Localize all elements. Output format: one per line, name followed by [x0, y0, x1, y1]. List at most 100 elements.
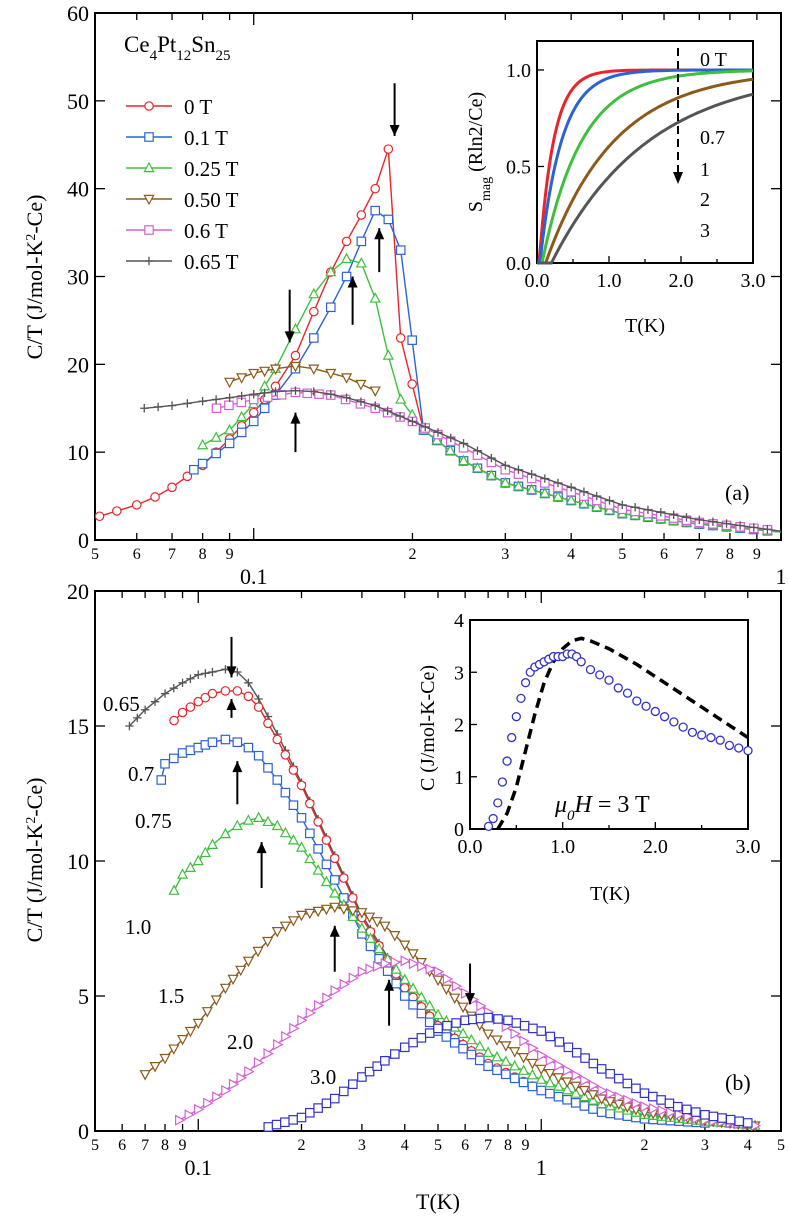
series-1p5	[139, 902, 761, 1132]
y-tick-label: 5	[78, 984, 89, 1009]
data-point	[259, 366, 271, 378]
data-point	[424, 999, 436, 1011]
legend-marker	[143, 161, 155, 173]
x-minor-label: 4	[567, 546, 575, 563]
data-point	[185, 702, 196, 712]
data-point	[203, 1097, 214, 1109]
data-point	[389, 931, 401, 942]
inset-b-point	[520, 678, 531, 688]
data-point	[512, 480, 525, 491]
data-point	[540, 474, 550, 483]
legend-label: 0.1 T	[184, 126, 228, 150]
data-point	[287, 834, 300, 845]
data-point	[424, 1028, 435, 1038]
data-point	[224, 438, 235, 449]
data-point	[167, 401, 177, 410]
data-point	[236, 427, 247, 438]
data-point	[380, 957, 392, 970]
data-point	[579, 1101, 590, 1111]
data-point	[596, 1064, 607, 1074]
inset-b-y-label: C (J/mol-K-Ce)	[417, 665, 439, 791]
inset-b-point	[632, 696, 642, 706]
data-point	[178, 678, 187, 687]
data-point	[399, 991, 410, 1001]
data-point	[262, 936, 274, 948]
inset-b-point	[734, 743, 744, 753]
data-point	[207, 737, 218, 747]
data-point	[491, 1050, 503, 1062]
inset-b-point	[724, 740, 735, 751]
panel-b-label: (b)	[725, 1070, 751, 1095]
x-major-label: 0.1	[240, 564, 268, 589]
inset-a-field-0.7: 0.7	[700, 127, 725, 149]
data-point	[369, 292, 381, 303]
data-point	[237, 391, 246, 401]
x-minor-label: 9	[179, 1137, 187, 1154]
data-point	[579, 487, 589, 496]
data-point	[356, 397, 366, 406]
data-point	[365, 963, 376, 975]
data-point	[539, 487, 551, 498]
data-point	[259, 380, 271, 391]
panel-b-inset-axes: 0.0 1.0 2.0 3.0 0 1 2 3 4	[454, 610, 761, 858]
data-point	[606, 1088, 617, 1100]
data-point	[314, 389, 324, 399]
data-point	[458, 1043, 468, 1054]
data-point	[269, 364, 282, 375]
data-point	[596, 1107, 607, 1117]
data-point	[407, 379, 417, 389]
panel-b-inset-curves	[483, 636, 753, 832]
panel-a-compound: Ce4Pt12Sn25	[124, 32, 231, 64]
inset-a-field-3: 3	[700, 220, 710, 242]
data-point	[708, 1111, 719, 1122]
data-point	[348, 1079, 358, 1089]
data-point	[614, 1091, 626, 1103]
y-tick-label: 0	[78, 528, 89, 553]
data-point	[432, 1008, 444, 1020]
inset-b-y-tick: 4	[454, 610, 464, 632]
data-point	[194, 1103, 205, 1116]
data-point	[382, 349, 394, 360]
data-point	[271, 387, 280, 396]
data-point	[527, 469, 536, 479]
entropy-curve-3	[537, 92, 754, 265]
data-point	[517, 1064, 530, 1075]
data-point	[302, 388, 313, 399]
data-point	[295, 841, 308, 852]
data-point	[243, 691, 254, 702]
data-point	[194, 670, 203, 679]
data-point	[272, 775, 283, 785]
inset-b-point	[497, 777, 508, 787]
data-point	[509, 1073, 520, 1084]
inset-b-point	[706, 732, 716, 743]
data-point	[622, 1078, 633, 1089]
panel-a-y-axis: 0 10 20 30 40 50 60	[67, 1, 781, 553]
data-point	[485, 469, 497, 480]
inset-b-x-tick: 3.0	[736, 836, 761, 858]
data-point	[169, 684, 178, 693]
x-minor-label: 5	[91, 1137, 99, 1154]
data-point	[415, 991, 427, 1002]
panel-a-inset-curves	[537, 68, 754, 265]
data-point	[355, 379, 367, 391]
data-point	[483, 1012, 493, 1023]
data-point	[537, 1049, 548, 1062]
series-0p65T	[140, 386, 782, 534]
data-point	[449, 1037, 460, 1048]
data-point	[391, 978, 401, 989]
transition-arrow	[384, 979, 395, 1026]
data-point	[221, 1084, 232, 1097]
data-point	[342, 393, 351, 402]
inset-a-y-tick: 0.5	[506, 156, 531, 178]
data-point	[212, 1091, 223, 1103]
data-point	[233, 667, 242, 677]
data-point	[563, 1042, 574, 1053]
data-point	[305, 1107, 315, 1118]
data-point	[329, 887, 341, 898]
data-point	[482, 1046, 494, 1057]
series-0p50T	[223, 361, 381, 397]
inset-b-x-tick: 2.0	[643, 836, 668, 858]
data-point	[305, 1007, 317, 1019]
b-field-1.0: 1.0	[125, 915, 151, 939]
